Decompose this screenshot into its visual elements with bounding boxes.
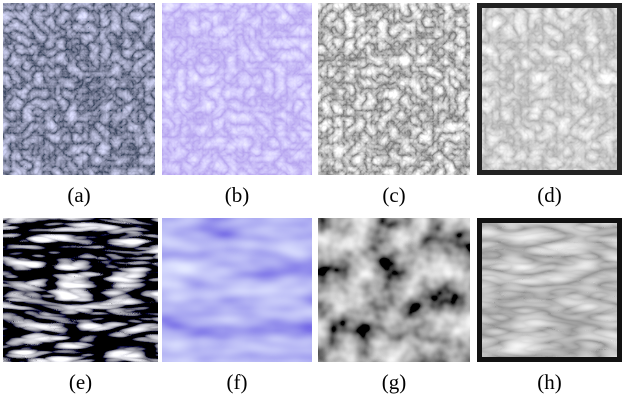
panel-label: (a) [67,183,90,207]
figure: (a) (b) (c) (d) (e) (f) (g) (h) [0,0,625,403]
panel-label: (h) [537,370,562,394]
panel-label: (g) [382,370,407,394]
texture-image [3,218,158,362]
texture-image [482,8,617,170]
texture-image [482,223,617,357]
panel-label: (d) [537,183,562,207]
panel-label: (b) [225,183,250,207]
texture-image [318,3,470,175]
texture-image [318,218,470,362]
panel-label: (e) [69,370,92,394]
texture-image [162,218,312,362]
panel-label: (c) [382,183,405,207]
texture-image [162,3,312,175]
texture-image [3,3,155,175]
panel-label: (f) [227,370,248,394]
